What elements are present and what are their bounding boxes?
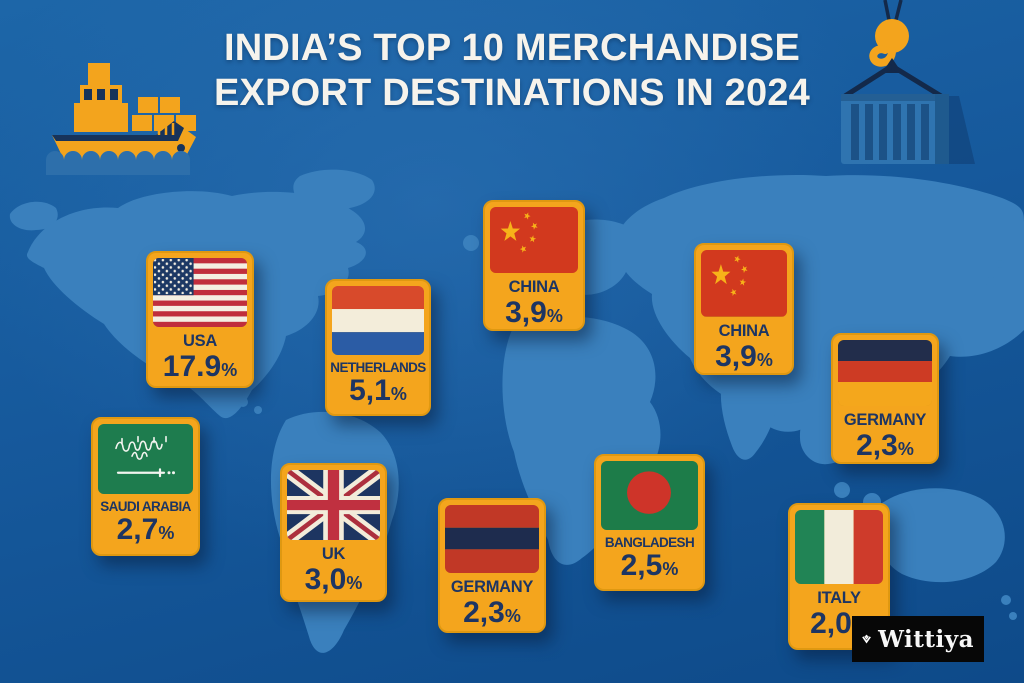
cargo-ship-icon <box>46 63 196 175</box>
card-uk: UK 3,0% <box>280 463 387 602</box>
title-line-2: EXPORT DESTINATIONS IN 2024 <box>214 72 810 115</box>
percent-sign: % <box>897 439 914 460</box>
germany-alt-flag <box>445 505 539 574</box>
export-share-value: 2,3% <box>463 596 521 630</box>
country-name: NETHERLANDS <box>330 360 426 376</box>
card-germany-center: GERMANY 2,3% <box>438 498 546 633</box>
percent-sign: % <box>504 606 521 627</box>
netherlands-flag <box>332 286 424 356</box>
percent-sign: % <box>546 306 563 327</box>
page-title: INDIA’S TOP 10 MERCHANDISE EXPORT DESTIN… <box>112 26 912 116</box>
bangladesh-flag <box>601 461 698 531</box>
germany-flag <box>838 340 932 407</box>
export-share-value: 3,9% <box>505 296 563 330</box>
card-netherlands: NETHERLANDS 5,1% <box>325 279 431 416</box>
card-usa: USA 17.9% <box>146 251 254 388</box>
wittiya-monogram-icon <box>862 634 871 644</box>
italy-flag <box>795 510 883 585</box>
wittiya-logo: Wittiya <box>852 616 984 662</box>
export-share-value: 3,0% <box>304 563 363 597</box>
country-name: CHINA <box>718 321 770 340</box>
card-bangladesh: BANGLADESH 2,5% <box>594 454 705 591</box>
export-share-value: 2,7% <box>116 513 175 547</box>
country-name: BANGLADESH <box>604 535 695 551</box>
export-share-value: 5,1% <box>349 374 407 408</box>
country-name: ITALY <box>817 589 861 608</box>
percent-sign: % <box>158 523 175 544</box>
card-china-top: CHINA 3,9% <box>483 200 585 331</box>
card-germany-right: GERMANY 2,3% <box>831 333 939 464</box>
country-name: GERMANY <box>843 411 927 430</box>
percent-sign: % <box>346 573 363 594</box>
export-share-value: 2,3% <box>856 429 914 463</box>
uk-flag <box>287 470 380 541</box>
export-share-value: 17.9% <box>162 350 238 384</box>
card-china-right: CHINA 3,9% <box>694 243 794 375</box>
china-flag-2 <box>701 250 787 317</box>
china-flag <box>490 207 578 274</box>
usa-flag <box>153 258 247 328</box>
country-name: CHINA <box>508 278 560 297</box>
country-name: UK <box>321 545 346 564</box>
crane-hook-container-icon <box>841 0 975 164</box>
saudi-arabia-flag <box>98 424 193 495</box>
export-share-value: 2,5% <box>620 549 679 583</box>
card-saudi-arabia: SAUDI ARABIA 2,7% <box>91 417 200 556</box>
country-name: SAUDI ARABIA <box>100 499 191 515</box>
percent-sign: % <box>221 360 238 381</box>
percent-sign: % <box>662 559 679 580</box>
country-name: USA <box>183 332 217 351</box>
percent-sign: % <box>390 384 407 405</box>
export-share-value: 3,9% <box>715 339 773 373</box>
title-line-1: INDIA’S TOP 10 MERCHANDISE <box>223 27 801 69</box>
country-name: GERMANY <box>450 578 534 597</box>
percent-sign: % <box>756 349 773 370</box>
wittiya-logo-text: Wittiya <box>878 625 974 653</box>
